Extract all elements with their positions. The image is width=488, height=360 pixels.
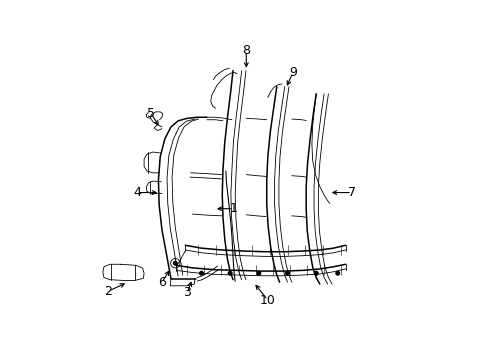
Circle shape — [199, 271, 203, 275]
Text: 4: 4 — [133, 186, 141, 199]
Circle shape — [173, 261, 177, 265]
Circle shape — [257, 271, 260, 275]
Text: 9: 9 — [288, 66, 296, 79]
Text: 2: 2 — [104, 285, 112, 298]
Circle shape — [335, 271, 339, 275]
Text: 10: 10 — [259, 294, 275, 307]
Text: 1: 1 — [229, 202, 237, 215]
Text: 6: 6 — [158, 276, 165, 289]
Text: 7: 7 — [347, 186, 355, 199]
Text: 8: 8 — [242, 44, 250, 57]
Circle shape — [285, 271, 289, 275]
Text: 5: 5 — [147, 107, 155, 120]
Circle shape — [228, 271, 231, 275]
Circle shape — [314, 271, 317, 275]
Text: 3: 3 — [183, 287, 191, 300]
